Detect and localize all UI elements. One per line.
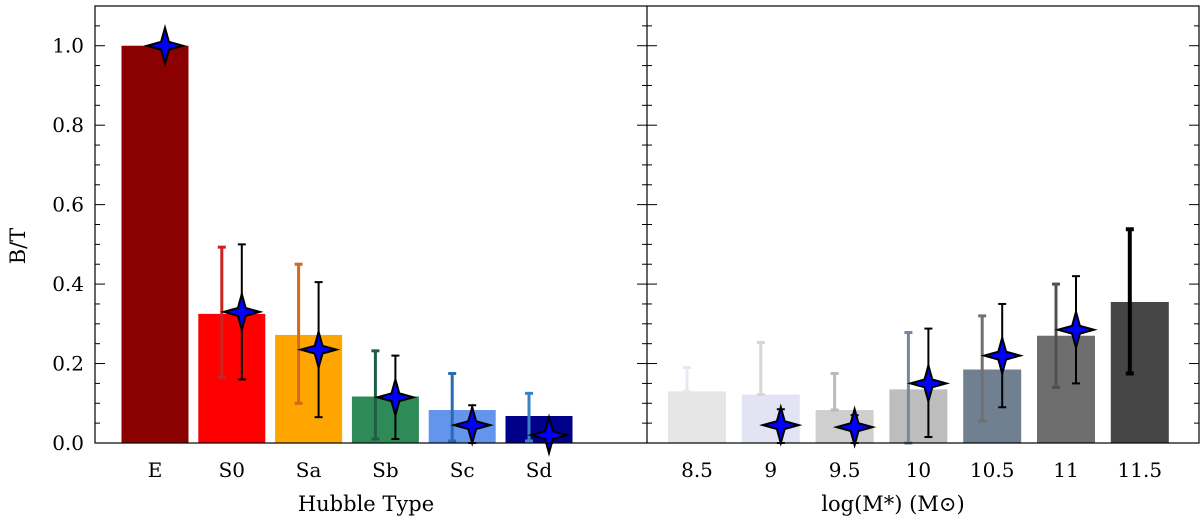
bars-layer: [121, 45, 1169, 444]
x-tick-label-1-10.5: 10.5: [970, 458, 1015, 482]
stars-layer: [143, 23, 1098, 457]
x-tick-label-1-8.5: 8.5: [681, 458, 713, 482]
bar-1-11.5: [1110, 301, 1169, 443]
bar-0-Sd: [505, 415, 573, 443]
bar-0-Sa: [275, 334, 343, 443]
star-marker-0-Sd: [527, 413, 571, 457]
bar-1-8.5: [668, 391, 726, 443]
star-marker-0-Sb: [373, 375, 418, 420]
x-tick-label-1-11.5: 11.5: [1118, 458, 1163, 482]
bar-error-1-9: [756, 340, 765, 397]
bar-0-S0: [198, 313, 266, 443]
bar-error-0-Sb: [371, 349, 380, 441]
bar-error-1-8.5: [683, 366, 691, 393]
bar-error-0-Sc: [448, 371, 457, 443]
bar-0-E: [121, 45, 189, 444]
bar-error-1-10.5: [978, 314, 987, 423]
x-tick-label-0-S0: S0: [219, 458, 245, 482]
x-tick-label-0-Sd: Sd: [526, 458, 553, 482]
bar-error-1-9.5: [830, 371, 839, 412]
x-tick-label-1-9.5: 9.5: [829, 458, 861, 482]
star-marker-1-9.5: [832, 405, 877, 449]
x-tick-label-1-11: 11: [1053, 458, 1078, 482]
bar-1-10.5: [963, 369, 1022, 443]
x-tick-label-0-E: E: [148, 458, 163, 482]
bar-1-10: [889, 389, 948, 443]
x-axis-label-0: Hubble Type: [298, 492, 434, 516]
y-tick-label-0.8: 0.8: [52, 113, 84, 137]
star-marker-1-10: [906, 361, 951, 406]
bar-1-9: [741, 394, 800, 443]
x-tick-label-0-Sc: Sc: [450, 458, 475, 482]
star-marker-0-Sa: [296, 327, 341, 372]
bar-error-0-Sa: [294, 262, 303, 405]
y-tick-label-1.0: 1.0: [52, 34, 84, 58]
bar-error-1-11: [1052, 282, 1060, 389]
y-tick-label-0.0: 0.0: [52, 431, 84, 455]
star-marker-0-E: [143, 23, 187, 68]
star-marker-0-S0: [220, 290, 264, 334]
x-tick-label-0-Sa: Sa: [296, 458, 322, 482]
axes-layer: [94, 5, 1200, 444]
bar-error-0-Sd: [525, 391, 533, 443]
bar-error-1-11.5: [1125, 227, 1134, 376]
y-axis-label: B/T: [6, 228, 30, 265]
y-tick-label-0.4: 0.4: [52, 272, 84, 296]
y-tick-label-0.6: 0.6: [52, 193, 84, 217]
bar-1-11: [1037, 335, 1095, 443]
x-tick-label-1-10: 10: [906, 458, 931, 482]
x-tick-label-1-9: 9: [764, 458, 777, 482]
x-tick-label-0-Sb: Sb: [372, 458, 399, 482]
star-marker-1-10.5: [980, 333, 1024, 378]
bar-0-Sb: [351, 396, 419, 443]
text-layer: E S0 Sa Sb Sc Sd Hubble Type 8.5 9 9.5 10 10.5 11 11.…: [6, 34, 1162, 516]
star-marker-1-11: [1054, 308, 1098, 352]
x-axis-label-1: log(M*) (M⊙): [821, 492, 964, 516]
y-tick-label-0.2: 0.2: [52, 352, 84, 376]
